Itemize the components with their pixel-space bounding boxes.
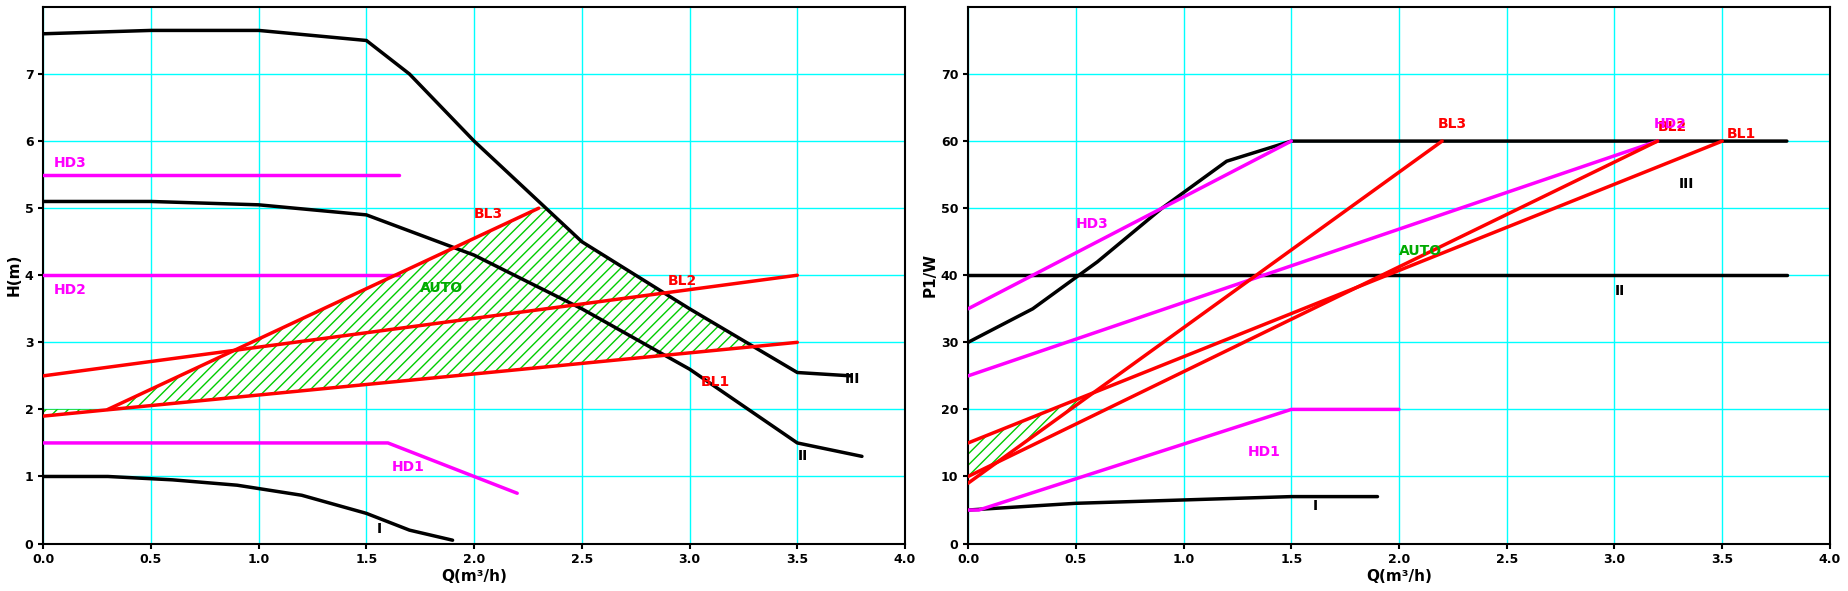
X-axis label: Q(m³/h): Q(m³/h)	[442, 569, 506, 584]
Y-axis label: H(m): H(m)	[7, 254, 22, 297]
Text: BL1: BL1	[700, 375, 730, 389]
Text: BL2: BL2	[667, 274, 697, 288]
Text: HD3: HD3	[1076, 217, 1109, 231]
Text: II: II	[796, 449, 808, 463]
Text: HD2: HD2	[1654, 116, 1685, 131]
Text: HD1: HD1	[1247, 446, 1281, 459]
Y-axis label: P1/W: P1/W	[924, 253, 939, 297]
Text: HD2: HD2	[54, 283, 87, 297]
Text: HD1: HD1	[392, 460, 425, 474]
Text: AUTO: AUTO	[1399, 244, 1441, 258]
Text: I: I	[377, 522, 383, 537]
Text: BL2: BL2	[1658, 120, 1687, 134]
Text: III: III	[845, 372, 859, 385]
Text: III: III	[1680, 177, 1695, 191]
Text: HD3: HD3	[54, 155, 87, 170]
X-axis label: Q(m³/h): Q(m³/h)	[1366, 569, 1432, 584]
Text: BL3: BL3	[475, 207, 503, 221]
Text: II: II	[1615, 284, 1624, 298]
Text: AUTO: AUTO	[419, 281, 464, 295]
Text: BL1: BL1	[1726, 126, 1756, 141]
Text: BL3: BL3	[1438, 116, 1467, 131]
Text: I: I	[1312, 499, 1318, 513]
